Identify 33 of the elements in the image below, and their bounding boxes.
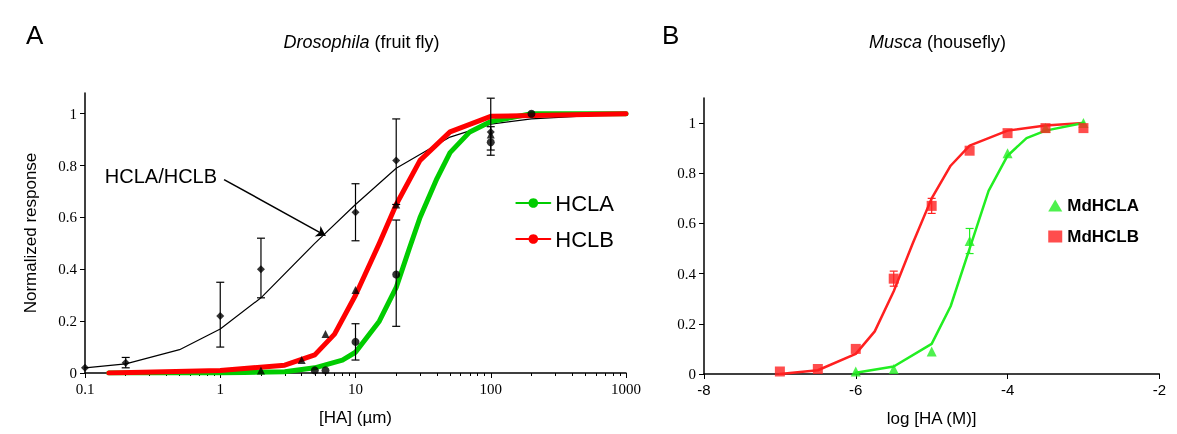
legend-label: HCLB xyxy=(555,226,614,252)
text: A xyxy=(26,20,44,50)
chart-title: Drosophila (fruit fly) xyxy=(283,32,440,52)
legend-label: HCLA xyxy=(555,190,615,216)
legend-label: MdHCLB xyxy=(1067,227,1140,246)
y-tick-label: 0.8 xyxy=(58,157,77,174)
chart-title: Musca (housefly) xyxy=(868,32,1007,52)
legend-label: MdHCLA xyxy=(1067,196,1140,215)
x-tick-label: -2 xyxy=(1152,381,1166,398)
x-tick-label: -4 xyxy=(1000,381,1015,398)
x-tick-label: -6 xyxy=(849,381,863,398)
y-tick-label: 0.6 xyxy=(677,215,697,232)
x-tick-label: 100 xyxy=(479,380,502,397)
y-tick-label: 0 xyxy=(69,365,77,381)
y-tick-label: 0.2 xyxy=(677,315,696,332)
text: B xyxy=(662,20,680,50)
y-tick-label: 0.4 xyxy=(58,261,78,278)
y-tick-label: 1 xyxy=(69,105,77,122)
x-tick-label: 1 xyxy=(216,380,224,397)
y-axis-title: Normalized response xyxy=(21,152,40,314)
x-axis-title: log [HA (M)] xyxy=(886,409,977,428)
y-tick-label: 0.6 xyxy=(58,209,78,226)
y-tick-label: 0 xyxy=(688,366,696,382)
y-tick-label: 1 xyxy=(688,115,696,132)
y-tick-label: 0.8 xyxy=(677,165,696,182)
y-tick-label: 0.2 xyxy=(58,313,77,330)
x-tick-label: 1000 xyxy=(611,380,641,397)
x-tick-label: 10 xyxy=(348,380,363,397)
x-axis-title: [HA] (µm) xyxy=(318,408,393,427)
x-tick-label: 0.1 xyxy=(75,380,95,397)
y-tick-label: 0.4 xyxy=(677,265,697,282)
x-tick-label: -8 xyxy=(697,381,711,398)
annotation: HCLA/HCLB xyxy=(104,164,218,187)
